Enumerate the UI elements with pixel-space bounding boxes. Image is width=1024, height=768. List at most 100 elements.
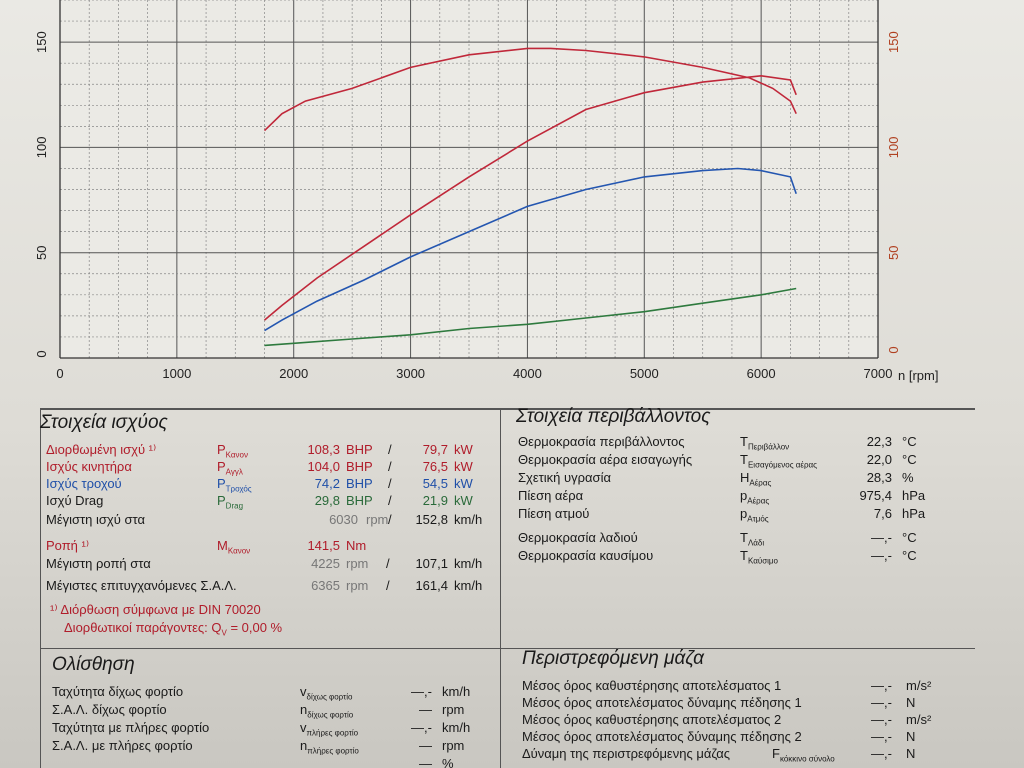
section-divider-vertical xyxy=(500,408,501,768)
environment-row-value: —,- xyxy=(871,530,892,545)
rotating-mass-title: Περιστρεφόμενη μάζα xyxy=(522,648,705,669)
rotating-mass-row-value: —,- xyxy=(871,712,892,727)
environment-row-unit: hPa xyxy=(902,488,926,503)
power-row-symbol: PΤροχός xyxy=(217,476,252,494)
rotating-mass-row-unit: N xyxy=(906,729,916,744)
environment-row-value: 22,0 xyxy=(866,452,892,467)
slip-panel: Ολίσθηση Ταχύτητα δίχως φορτίο vδίχως φορ… xyxy=(40,650,500,768)
power-row-kw: 21,9 xyxy=(422,493,448,508)
environment-row-symbol: TΕισαγόμενος αέρας xyxy=(740,452,818,470)
slip-row-unit: % xyxy=(442,756,454,768)
environment-row-label: Θερμοκρασία λαδιού xyxy=(518,530,638,545)
power-panel: Στοιχεία ισχύος Διορθωμένη ισχύ ¹⁾ PΚανον… xyxy=(40,410,500,646)
power-row-bhp-unit: BHP xyxy=(346,442,373,457)
rotating-mass-row-symbol: Fκόκκινο σύνολο xyxy=(772,746,835,764)
rotating-mass-row-label: Μέσος όρος καθυστέρησης αποτελέσματος 1 xyxy=(522,678,782,693)
environment-row-value: 28,3 xyxy=(866,470,892,485)
slip-title: Ολίσθηση xyxy=(52,654,135,675)
power-row-bhp-unit: BHP xyxy=(346,459,373,474)
max-torque-rpm: 4225 xyxy=(311,556,340,571)
rotating-mass-row-unit: N xyxy=(906,695,916,710)
max-torque-slash: / xyxy=(386,556,390,571)
footnote-din-text: ¹⁾ Διόρθωση σύμφωνα με DIN 70020 xyxy=(50,602,261,617)
max-rpm-speed: 161,4 xyxy=(415,578,448,593)
x-tick-label: 0 xyxy=(56,366,63,381)
slip-row-unit: rpm xyxy=(442,702,465,717)
power-row-label: Ισχύς τροχού xyxy=(46,476,122,491)
environment-row-label: Θερμοκρασία αέρα εισαγωγής xyxy=(518,452,693,467)
y-tick-label-left: 50 xyxy=(34,245,49,259)
environment-row-unit: °C xyxy=(902,548,917,563)
max-torque-rpm-unit: rpm xyxy=(346,556,369,571)
slip-row-value: —,- xyxy=(411,720,432,735)
rotating-mass-row-value: —,- xyxy=(871,729,892,744)
slip-row-value: —,- xyxy=(411,684,432,699)
x-tick-label: 7000 xyxy=(864,366,893,381)
x-axis-label: n [rpm] xyxy=(898,368,938,383)
rotating-mass-panel: Περιστρεφόμενη μάζα Μέσος όρος καθυστέρη… xyxy=(510,644,980,768)
chart-grid xyxy=(59,0,879,359)
slip-row-unit: rpm xyxy=(442,738,465,753)
max-power-rpm-unit: rpm xyxy=(366,512,389,527)
slip-row-symbol: nπλήρες φορτίο xyxy=(300,738,359,756)
environment-row-value: 975,4 xyxy=(859,488,892,503)
x-tick-label: 2000 xyxy=(279,366,308,381)
chart-ticks: 0 1000 2000 3000 4000 5000 6000 700005010015050… xyxy=(34,31,901,381)
y-tick-label-right: 100 xyxy=(886,137,901,159)
rotating-mass-row-value: —,- xyxy=(871,678,892,693)
environment-row-unit: % xyxy=(902,470,914,485)
power-row-label: Διορθωμένη ισχύ ¹⁾ xyxy=(46,442,157,457)
slip-row-symbol: nδίχως φορτίο xyxy=(300,702,354,720)
series-line-1 xyxy=(263,74,797,321)
environment-row-symbol: TΚαύσιμο xyxy=(740,548,778,566)
environment-row-unit: °C xyxy=(902,434,917,449)
power-row-label: Ισχύς κινητήρα xyxy=(46,459,132,474)
rotating-mass-row-label: Μέσος όρος αποτελέσματος δύναμης πέδησης… xyxy=(522,729,802,744)
max-rpm-speed-unit: km/h xyxy=(454,578,483,593)
environment-row-value: —,- xyxy=(871,548,892,563)
environment-row-value: 7,6 xyxy=(873,506,892,521)
environment-row-unit: hPa xyxy=(902,506,926,521)
power-row-bhp-unit: BHP xyxy=(346,476,373,491)
rotating-mass-row-label: Μέσος όρος αποτελέσματος δύναμης πέδησης… xyxy=(522,695,802,710)
environment-title: Στοιχεία περιβάλλοντος xyxy=(516,406,711,427)
power-row-slash: / xyxy=(388,459,392,474)
max-power-rpm: 6030 xyxy=(329,512,358,527)
x-tick-label: 4000 xyxy=(513,366,542,381)
power-row-bhp: 74,2 xyxy=(314,476,340,491)
slip-row-label: Σ.Α.Λ. με πλήρες φορτίο xyxy=(52,738,193,753)
environment-row-label: Θερμοκρασία περιβάλλοντος xyxy=(518,434,685,449)
power-row-kw-unit: kW xyxy=(454,493,473,508)
series-line-3 xyxy=(264,287,797,347)
footnote-factors-text: Διορθωτικοί παράγοντες: QV = 0,00 % xyxy=(64,620,283,638)
slip-row-label: Σ.Α.Λ. δίχως φορτίο xyxy=(52,702,167,717)
environment-row-label: Πίεση ατμού xyxy=(518,506,590,521)
environment-row-label: Πίεση αέρα xyxy=(518,488,584,503)
max-torque-label: Μέγιστη ροπή στα xyxy=(46,556,151,571)
environment-row-symbol: HΑέρας xyxy=(740,470,772,488)
dyno-chart: 0 1000 2000 3000 4000 5000 6000 700005010015050… xyxy=(34,0,938,383)
power-row-bhp-unit: BHP xyxy=(346,493,373,508)
environment-row-symbol: pΑτμός xyxy=(740,506,769,524)
slip-row-value: — xyxy=(419,738,432,753)
rotating-mass-row-value: —,- xyxy=(871,695,892,710)
rotating-mass-row-unit: m/s² xyxy=(906,712,932,727)
environment-row-symbol: TΛάδι xyxy=(740,530,765,548)
max-power-label: Μέγιστη ισχύ στα xyxy=(46,512,145,527)
series-line-2 xyxy=(264,167,797,332)
max-power-slash: / xyxy=(388,512,392,527)
section-divider-middle xyxy=(40,648,975,649)
y-tick-label-left: 100 xyxy=(34,137,49,159)
slip-row-symbol: vπλήρες φορτίο xyxy=(300,720,359,738)
x-tick-label: 3000 xyxy=(396,366,425,381)
rotating-mass-row-value: —,- xyxy=(871,746,892,761)
slip-row-unit: km/h xyxy=(442,684,471,699)
chart-series xyxy=(263,47,797,347)
slip-row-value: — xyxy=(419,702,432,717)
x-tick-label: 6000 xyxy=(747,366,776,381)
power-row-kw-unit: kW xyxy=(454,442,473,457)
rotating-mass-row-label: Μέσος όρος καθυστέρησης αποτελέσματος 2 xyxy=(522,712,782,727)
x-tick-label: 5000 xyxy=(630,366,659,381)
power-row-symbol: PΑγγλ xyxy=(217,459,243,477)
x-tick-label: 1000 xyxy=(162,366,191,381)
